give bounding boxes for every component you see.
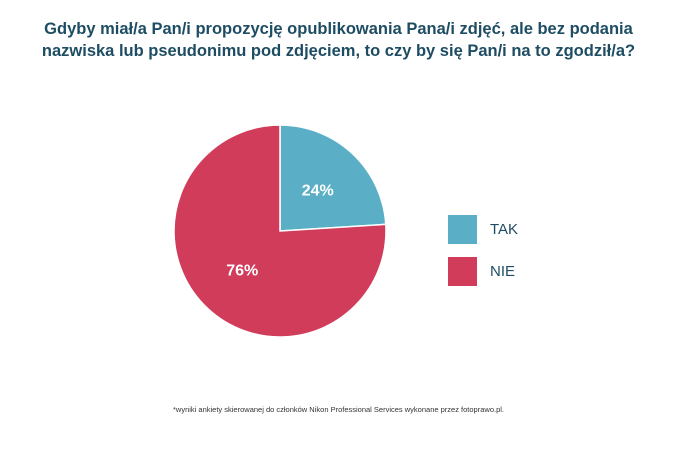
legend-label-tak: TAK xyxy=(490,221,518,238)
data-label-nie: 76% xyxy=(226,263,258,280)
legend-swatch-tak xyxy=(448,215,477,244)
legend-label-nie: NIE xyxy=(490,263,515,280)
pie-slice-nie xyxy=(173,124,387,338)
legend-swatch-nie xyxy=(448,257,477,286)
data-label-tak: 24% xyxy=(302,182,334,199)
chart-title-line-1: Gdyby miał/a Pan/i propozycję opublikowa… xyxy=(44,20,633,38)
footnote: *wyniki ankiety skierowanej do członków … xyxy=(173,405,504,414)
chart-title-line-2: nazwiska lub pseudonimu pod zdjęciem, to… xyxy=(41,42,636,60)
chart-title: Gdyby miał/a Pan/i propozycję opublikowa… xyxy=(0,18,677,62)
pie-slice-tak xyxy=(279,124,387,232)
